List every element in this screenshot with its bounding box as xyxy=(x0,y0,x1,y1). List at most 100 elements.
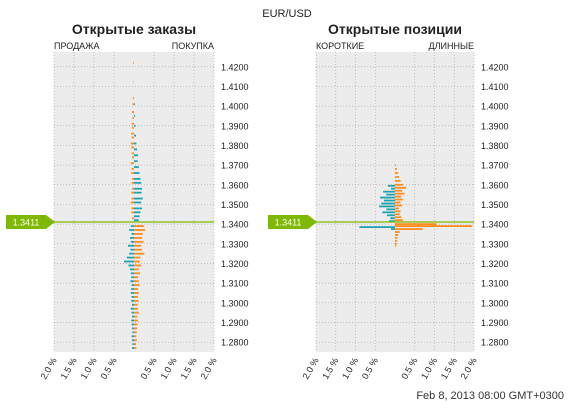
positions-bar-long xyxy=(395,240,397,242)
orders-bar-buy xyxy=(134,202,141,204)
orders-bar-buy xyxy=(134,192,142,194)
positions-bar-long xyxy=(395,243,397,245)
orders-bar-buy xyxy=(134,172,140,174)
orders-bar-buy xyxy=(134,245,141,247)
positions-bar-short xyxy=(359,226,395,228)
timestamp-label: Feb 8, 2013 08:00 GMT+0300 xyxy=(416,390,564,402)
orders-bar-sell xyxy=(132,347,134,349)
positions-current-price-label: 1.3411 xyxy=(275,217,302,227)
positions-x-tick-label: 2.0 % xyxy=(459,356,479,381)
positions-bar-short xyxy=(379,206,395,208)
orders-bar-buy xyxy=(134,316,137,318)
orders-bar-sell xyxy=(132,156,134,158)
positions-bar-long xyxy=(395,210,401,212)
orders-bar-sell xyxy=(132,217,134,219)
positions-y-tick-label: 1.3700 xyxy=(481,161,509,171)
orders-bar-sell xyxy=(132,296,134,298)
orders-bar-buy xyxy=(134,304,138,306)
positions-bar-long xyxy=(395,245,396,247)
orders-x-tick-label: 2.0 % xyxy=(199,356,219,381)
orders-bar-sell xyxy=(131,133,134,135)
positions-y-tick-label: 1.3400 xyxy=(481,220,509,230)
positions-x-tick-label: 0.5 % xyxy=(399,356,419,381)
orders-y-tick-label: 1.4200 xyxy=(221,62,249,72)
positions-y-tick-label: 1.3800 xyxy=(481,141,509,151)
orders-bar-buy xyxy=(134,347,136,349)
orders-bar-sell xyxy=(131,288,134,290)
positions-bar-short xyxy=(380,197,395,199)
positions-bar-short xyxy=(386,208,395,210)
orders-bar-sell xyxy=(131,272,134,274)
orders-bar-sell xyxy=(131,172,134,174)
orders-bar-buy xyxy=(134,335,136,337)
orders-bar-buy xyxy=(134,284,140,286)
positions-x-tick-label: 1.5 % xyxy=(439,356,459,381)
positions-bar-long xyxy=(395,172,398,174)
orders-bar-sell xyxy=(129,253,134,255)
orders-bar-buy xyxy=(134,211,140,213)
orders-bar-sell xyxy=(131,202,134,204)
orders-bar-sell xyxy=(131,211,134,213)
positions-bar-short xyxy=(382,211,395,213)
orders-y-tick-label: 1.2900 xyxy=(221,318,249,328)
orders-y-tick-label: 1.3600 xyxy=(221,180,249,190)
orders-bar-buy xyxy=(134,188,142,190)
orders-bar-sell xyxy=(132,284,134,286)
orders-y-tick-label: 1.3200 xyxy=(221,259,249,269)
orders-bar-buy xyxy=(134,249,142,251)
orders-bar-buy xyxy=(134,300,138,302)
orders-bar-sell xyxy=(131,300,134,302)
orders-x-tick-label: 1.5 % xyxy=(179,356,199,381)
positions-bar-short xyxy=(388,185,395,187)
orders-title: Открытые заказы xyxy=(72,21,196,37)
orders-bar-sell xyxy=(130,268,134,270)
positions-right-side-label: ДЛИННЫЕ xyxy=(429,41,474,51)
orders-bar-sell xyxy=(132,343,134,345)
orders-bar-buy xyxy=(134,296,138,298)
orders-bar-buy xyxy=(134,237,142,239)
orders-x-tick-label: 1.0 % xyxy=(159,356,179,381)
orders-bar-sell xyxy=(131,276,134,278)
orders-bar-buy xyxy=(134,207,142,209)
orders-bar-sell xyxy=(132,137,134,139)
orders-y-tick-label: 1.3100 xyxy=(221,279,249,289)
positions-y-tick-label: 1.3100 xyxy=(481,279,509,289)
orders-bar-buy xyxy=(134,343,136,345)
positions-y-tick-label: 1.3900 xyxy=(481,121,509,131)
positions-y-tick-label: 1.4200 xyxy=(481,62,509,72)
positions-title: Открытые позиции xyxy=(328,21,462,37)
orders-bar-sell xyxy=(128,245,134,247)
orders-left-side-label: ПРОДАЖА xyxy=(54,41,100,51)
orders-bar-buy xyxy=(134,148,137,150)
positions-bar-short xyxy=(391,188,395,190)
orders-bar-sell xyxy=(132,152,134,154)
orders-bar-buy xyxy=(134,182,141,184)
orders-bar-sell xyxy=(132,207,134,209)
orders-bar-buy xyxy=(134,327,137,329)
orders-bar-sell xyxy=(132,111,134,113)
orders-bar-buy xyxy=(134,312,139,314)
orders-bar-sell xyxy=(132,123,134,125)
positions-bar-long xyxy=(395,190,402,192)
positions-y-tick-label: 1.3600 xyxy=(481,180,509,190)
positions-bar-long xyxy=(395,193,404,195)
orders-bar-sell xyxy=(131,143,134,145)
orders-bar-buy xyxy=(134,320,138,322)
orders-bar-buy xyxy=(134,265,141,267)
orders-y-tick-label: 1.4100 xyxy=(221,82,249,92)
orders-bar-sell xyxy=(124,261,134,263)
positions-x-tick-label: 0.5 % xyxy=(360,356,380,381)
orders-bar-sell xyxy=(131,308,134,310)
orders-bar-buy xyxy=(134,154,138,156)
orders-bar-sell xyxy=(132,339,134,341)
orders-bar-sell xyxy=(132,198,134,200)
orders-bar-buy xyxy=(134,115,135,117)
orders-bar-sell xyxy=(132,178,134,180)
orders-bar-sell xyxy=(131,320,134,322)
orders-y-tick-label: 1.3000 xyxy=(221,298,249,308)
orders-bar-sell xyxy=(132,324,134,326)
positions-y-tick-label: 1.3500 xyxy=(481,200,509,210)
positions-bar-long xyxy=(395,164,396,166)
positions-y-tick-label: 1.3000 xyxy=(481,298,509,308)
